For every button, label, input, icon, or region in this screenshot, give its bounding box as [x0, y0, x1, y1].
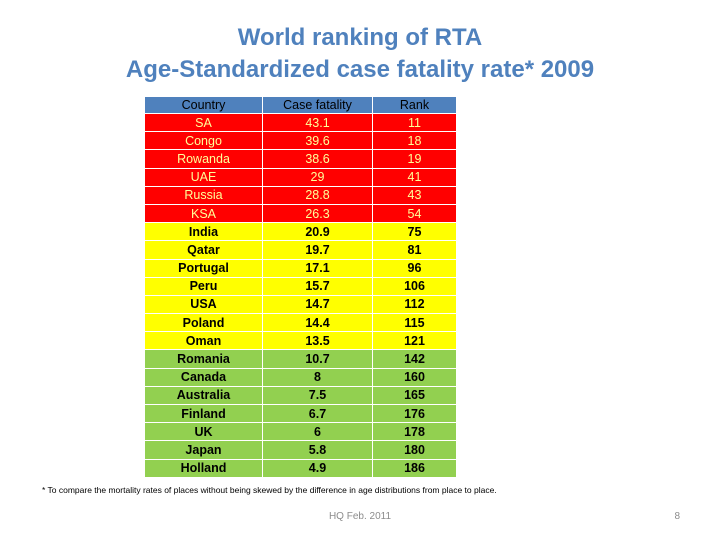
cell-case-fatality: 38.6: [262, 149, 373, 169]
cell-case-fatality: 4.9: [262, 458, 373, 478]
table-row: Portugal 17.1 96: [144, 258, 457, 278]
cell-rank: 96: [372, 258, 457, 278]
table-row: UAE 29 41: [144, 167, 457, 187]
cell-case-fatality: 5.8: [262, 440, 373, 460]
table-row: Holland 4.9 186: [144, 458, 457, 478]
cell-rank: 75: [372, 222, 457, 242]
cell-case-fatality: 10.7: [262, 349, 373, 369]
cell-country: KSA: [144, 203, 263, 224]
cell-country: Australia: [144, 385, 263, 406]
cell-rank: 186: [372, 458, 457, 478]
table-row: India 20.9 75: [144, 222, 457, 242]
cell-country: USA: [144, 294, 263, 315]
table-header-row: Country Case fatality Rank: [144, 96, 457, 114]
title-line-1: World ranking of RTA: [237, 24, 483, 51]
cell-country: Oman: [144, 331, 263, 351]
cell-case-fatality: 28.8: [262, 185, 373, 205]
cell-rank: 160: [372, 367, 457, 387]
table-row: SA 43.1 11: [144, 112, 457, 133]
table-row: KSA 26.3 54: [144, 203, 457, 224]
cell-country: Portugal: [144, 258, 263, 278]
table-row: Japan 5.8 180: [144, 440, 457, 460]
cell-case-fatality: 13.5: [262, 331, 373, 351]
header-rank: Rank: [372, 96, 457, 114]
table-row: UK 6 178: [144, 422, 457, 442]
cell-case-fatality: 26.3: [262, 203, 373, 224]
footnote: * To compare the mortality rates of plac…: [42, 485, 497, 495]
cell-rank: 11: [372, 112, 457, 133]
cell-country: UK: [144, 422, 263, 442]
cell-country: Peru: [144, 276, 263, 296]
cell-case-fatality: 14.4: [262, 313, 373, 333]
cell-case-fatality: 6.7: [262, 403, 373, 424]
cell-rank: 142: [372, 349, 457, 369]
cell-rank: 165: [372, 385, 457, 406]
table-row: USA 14.7 112: [144, 294, 457, 315]
table-row: Rowanda 38.6 19: [144, 149, 457, 169]
cell-country: Holland: [144, 458, 263, 478]
page-number: 8: [674, 511, 680, 522]
cell-rank: 180: [372, 440, 457, 460]
cell-country: Russia: [144, 185, 263, 205]
cell-case-fatality: 19.7: [262, 240, 373, 260]
cell-rank: 19: [372, 149, 457, 169]
table-row: Finland 6.7 176: [144, 403, 457, 424]
cell-country: Poland: [144, 313, 263, 333]
cell-rank: 176: [372, 403, 457, 424]
cell-case-fatality: 6: [262, 422, 373, 442]
header-case-fatality: Case fatality: [262, 96, 373, 114]
cell-country: Rowanda: [144, 149, 263, 169]
cell-rank: 81: [372, 240, 457, 260]
table-row: Canada 8 160: [144, 367, 457, 387]
title-line-2: Age-Standardized case fatality rate* 200…: [125, 56, 595, 83]
cell-country: Finland: [144, 403, 263, 424]
ranking-table: Country Case fatality Rank SA 43.1 11 Congo…: [144, 96, 457, 478]
footer-text: HQ Feb. 2011: [328, 511, 392, 522]
cell-country: Qatar: [144, 240, 263, 260]
cell-rank: 18: [372, 131, 457, 151]
cell-rank: 112: [372, 294, 457, 315]
table-row: Qatar 19.7 81: [144, 240, 457, 260]
table-body: SA 43.1 11 Congo 39.6 18 Rowanda 38.6 19 UAE 29 41 R…: [144, 112, 457, 478]
cell-rank: 43: [372, 185, 457, 205]
table-row: Peru 15.7 106: [144, 276, 457, 296]
table-row: Poland 14.4 115: [144, 313, 457, 333]
cell-country: Congo: [144, 131, 263, 151]
table-row: Australia 7.5 165: [144, 385, 457, 406]
cell-country: Canada: [144, 367, 263, 387]
cell-rank: 41: [372, 167, 457, 187]
cell-case-fatality: 15.7: [262, 276, 373, 296]
cell-rank: 121: [372, 331, 457, 351]
cell-case-fatality: 29: [262, 167, 373, 187]
cell-rank: 106: [372, 276, 457, 296]
cell-country: Romania: [144, 349, 263, 369]
cell-case-fatality: 20.9: [262, 222, 373, 242]
table-row: Russia 28.8 43: [144, 185, 457, 205]
table-row: Congo 39.6 18: [144, 131, 457, 151]
cell-rank: 54: [372, 203, 457, 224]
cell-case-fatality: 39.6: [262, 131, 373, 151]
cell-country: Japan: [144, 440, 263, 460]
header-country: Country: [144, 96, 263, 114]
cell-case-fatality: 14.7: [262, 294, 373, 315]
cell-rank: 178: [372, 422, 457, 442]
cell-case-fatality: 8: [262, 367, 373, 387]
table-row: Romania 10.7 142: [144, 349, 457, 369]
cell-country: SA: [144, 112, 263, 133]
cell-rank: 115: [372, 313, 457, 333]
cell-country: UAE: [144, 167, 263, 187]
cell-case-fatality: 7.5: [262, 385, 373, 406]
slide-title: World ranking of RTA Age-Standardized ca…: [0, 22, 720, 86]
cell-case-fatality: 43.1: [262, 112, 373, 133]
cell-country: India: [144, 222, 263, 242]
cell-case-fatality: 17.1: [262, 258, 373, 278]
table-row: Oman 13.5 121: [144, 331, 457, 351]
